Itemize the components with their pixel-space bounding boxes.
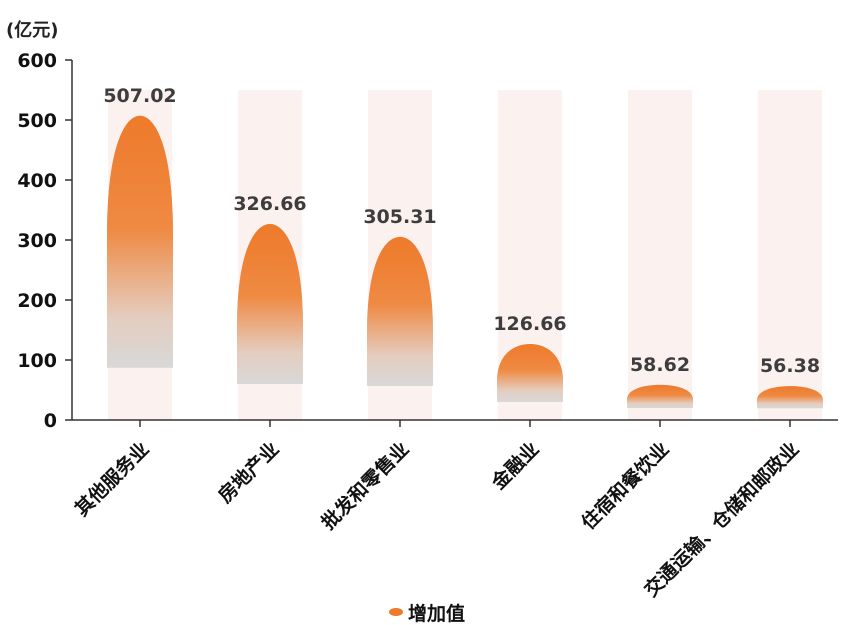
bars: 507.02 326.66 305.31 126.66 58.62 56.38 <box>103 85 823 409</box>
x-tick-label: 金融业 <box>486 437 543 494</box>
legend-marker <box>389 608 403 616</box>
background-column <box>628 90 692 420</box>
data-label: 507.02 <box>103 85 176 107</box>
data-label: 326.66 <box>233 193 306 215</box>
y-tick-label: 500 <box>17 110 57 132</box>
x-tick-label: 批发和零售业 <box>317 437 414 534</box>
x-tick-label: 住宿和餐饮业 <box>577 437 674 534</box>
y-tick-label: 100 <box>17 350 57 372</box>
bar <box>237 224 303 384</box>
x-tick-label: 其他服务业 <box>70 437 153 520</box>
x-tick-label: 房地产业 <box>214 437 284 507</box>
y-tick-label: 300 <box>17 230 57 252</box>
data-label: 305.31 <box>363 206 436 228</box>
data-label: 58.62 <box>630 354 690 376</box>
y-tick-label: 400 <box>17 170 57 192</box>
data-label: 56.38 <box>760 355 820 377</box>
legend-label: 增加值 <box>408 602 465 625</box>
unit-label: (亿元) <box>6 19 58 41</box>
y-tick-label: 0 <box>44 410 57 432</box>
background-column <box>758 90 822 420</box>
bar <box>757 386 823 409</box>
y-tick-label: 200 <box>17 290 57 312</box>
data-label: 126.66 <box>493 313 566 335</box>
bar <box>497 344 563 402</box>
bar <box>107 115 173 368</box>
background-columns <box>108 90 822 420</box>
legend: 增加值 <box>389 602 465 625</box>
y-tick-label: 600 <box>17 50 57 72</box>
bar <box>367 236 433 386</box>
y-axis: 0 100 200 300 400 500 600 <box>17 50 73 432</box>
bar <box>627 384 693 408</box>
